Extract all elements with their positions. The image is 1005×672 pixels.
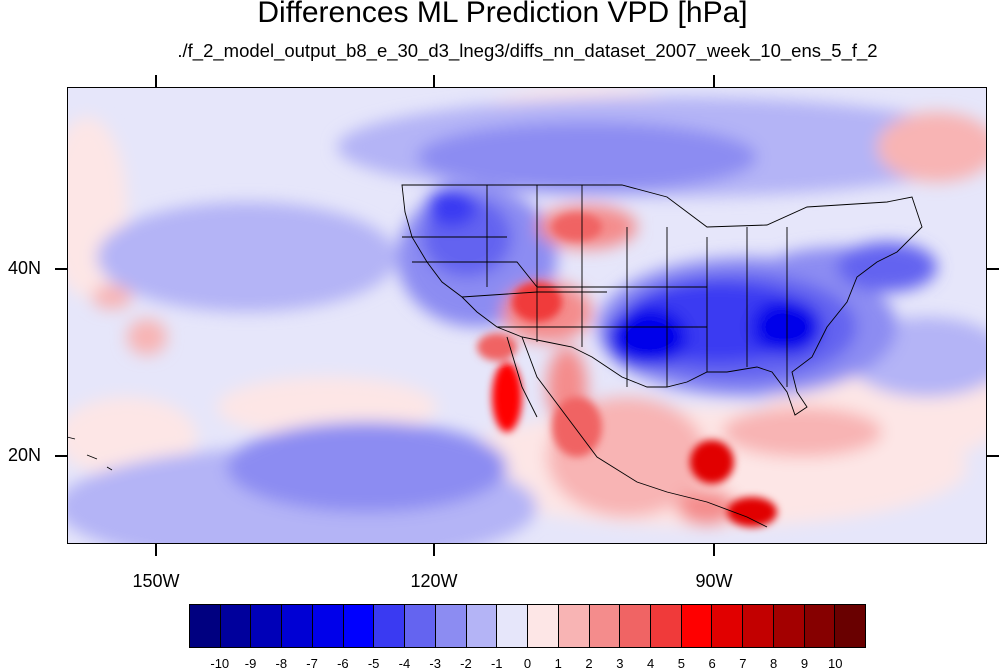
- lon-tick-major: [713, 75, 715, 87]
- field-cores: [477, 213, 777, 527]
- colorbar-tick-label: 6: [708, 656, 716, 671]
- colorbar-tick-label: 10: [827, 656, 843, 671]
- colorbar-box: [804, 605, 836, 647]
- lon-tick-major: [433, 75, 435, 87]
- lat-label-40n: 40N: [8, 258, 42, 278]
- lat-tick-major: [987, 455, 999, 457]
- lon-tick-major: [155, 544, 157, 556]
- colorbar-box: [620, 605, 652, 647]
- colorbar-tick-label: 1: [554, 656, 562, 671]
- colorbar-box: [282, 605, 313, 647]
- colorbar-tick-label: -5: [367, 656, 380, 671]
- colorbar-tick-label: 8: [770, 656, 778, 671]
- colorbar-box: [712, 605, 744, 647]
- colorbar-box: [558, 605, 590, 647]
- colorbar-box: [773, 605, 805, 647]
- colorbar-box: [681, 605, 713, 647]
- vpd-difference-map: [67, 87, 987, 544]
- field-patches: [67, 87, 987, 544]
- colorbar-box: [374, 605, 406, 647]
- colorbar-tick-label: -8: [275, 656, 288, 671]
- lon-label-90w: 90W: [695, 571, 733, 591]
- lat-tick-major: [987, 268, 999, 270]
- colorbar-tick-label: -3: [429, 656, 441, 671]
- colorbar-box: [312, 605, 344, 647]
- colorbar-box: [466, 605, 498, 647]
- colorbar-box: [343, 605, 375, 647]
- colorbar-box: [190, 605, 221, 647]
- colorbar-box: [220, 605, 252, 647]
- colorbar-tick-label: 4: [646, 656, 655, 671]
- colorbar-box: [589, 605, 621, 647]
- colorbar-tick-label: -6: [337, 656, 349, 671]
- colorbar-tick-label: 0: [523, 656, 532, 671]
- colorbar-box: [743, 605, 774, 647]
- colorbar-box: [435, 605, 467, 647]
- lon-label-120w: 120W: [410, 571, 458, 591]
- boundary-lines: [401, 184, 923, 528]
- colorbar-tick-label: 9: [800, 656, 809, 671]
- colorbar-box: [528, 605, 559, 647]
- colorbar-tick-label: 7: [739, 656, 747, 671]
- colorbar-box: [251, 605, 283, 647]
- lon-tick-major: [155, 75, 157, 87]
- colorbar-box: [651, 605, 682, 647]
- map-title: Differences ML Prediction VPD [hPa]: [257, 0, 748, 29]
- colorbar-tick-label: -4: [398, 656, 411, 671]
- lon-tick-major: [433, 544, 435, 556]
- colorbar-box: [497, 605, 529, 647]
- lon-tick-major: [713, 544, 715, 556]
- lat-label-20n: 20N: [8, 445, 42, 465]
- map-subtitle: ./f_2_model_output_b8_e_30_d3_lneg3/diff…: [177, 40, 878, 61]
- lat-tick-major: [55, 455, 67, 457]
- lon-label-150w: 150W: [132, 571, 180, 591]
- colorbar-tick-label: -7: [306, 656, 318, 671]
- lat-tick-major: [55, 268, 67, 270]
- colorbar-tick-label: 5: [677, 656, 685, 671]
- colorbar-tick-label: -2: [460, 656, 472, 671]
- colorbar-tick-label: -9: [244, 656, 257, 671]
- colorbar-tick-label: 2: [585, 656, 593, 671]
- colorbar-tick-label: -10: [210, 656, 230, 671]
- colorbar: [189, 604, 866, 648]
- colorbar-tick-label: -1: [490, 656, 503, 671]
- colorbar-box: [835, 605, 866, 647]
- colorbar-box: [405, 605, 436, 647]
- colorbar-tick-label: 3: [616, 656, 624, 671]
